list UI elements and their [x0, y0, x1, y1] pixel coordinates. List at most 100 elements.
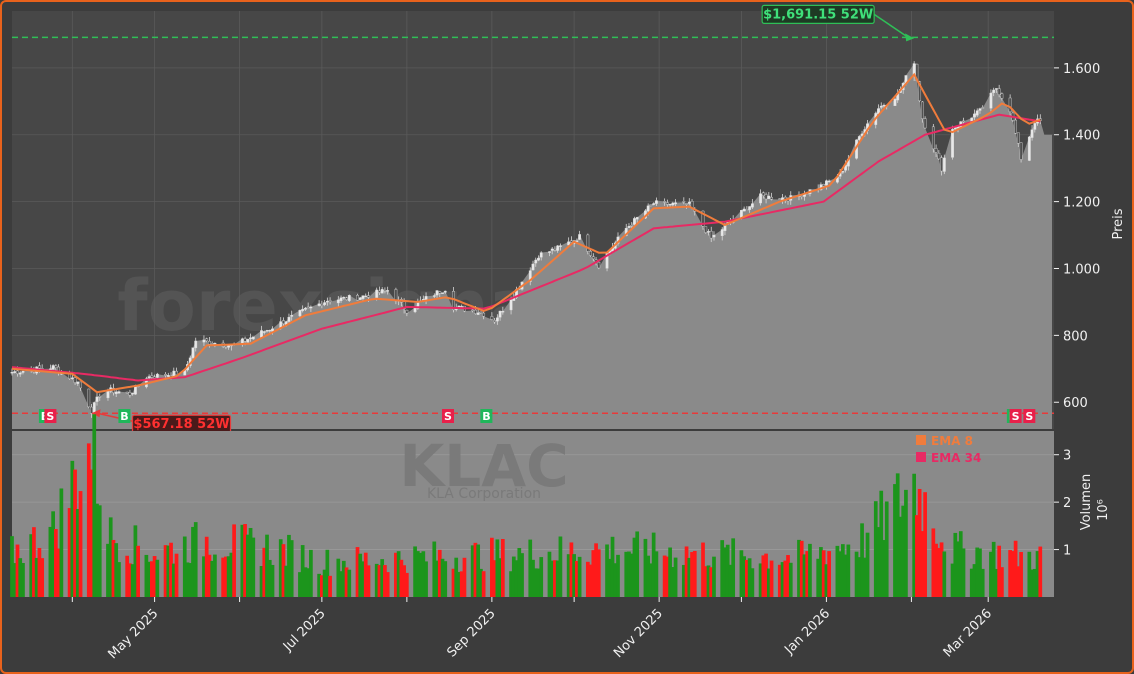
volume-bar [394, 552, 398, 597]
candle-body [194, 340, 198, 349]
volume-bar [366, 565, 371, 597]
candle-body [665, 202, 669, 205]
volume-bar [424, 561, 428, 597]
volume-bar [572, 554, 576, 597]
x-tick-label: Jul 2025 [280, 606, 329, 655]
volume-bar [934, 543, 938, 597]
candle-body [325, 300, 329, 303]
volume-bar [975, 547, 980, 597]
volume-bar [73, 469, 77, 597]
volume-bar [492, 560, 497, 597]
candle-body [347, 295, 351, 301]
volume-bar [95, 503, 99, 597]
volume-bar [185, 562, 190, 597]
candle-body [841, 171, 845, 173]
volume-bar [613, 563, 618, 597]
volume-bar [616, 554, 620, 597]
candle-body [663, 201, 667, 203]
volume-bar [171, 563, 176, 597]
candle-body [501, 311, 505, 313]
volume-bar [808, 543, 812, 597]
volume-bar [443, 561, 448, 597]
volume-bar [111, 539, 116, 597]
candle-body [923, 118, 927, 129]
signal-marker [1023, 409, 1036, 423]
volume-bar [991, 541, 996, 597]
volume-bar [788, 562, 793, 597]
candle-body [685, 203, 688, 205]
volume-bar [895, 473, 900, 597]
candle-body [559, 245, 562, 247]
volume-bar [681, 564, 686, 597]
volume-y-tick-label: 3 [1063, 449, 1071, 464]
candle-body [975, 110, 979, 116]
candle-body [567, 241, 571, 246]
signal-label: B [482, 410, 490, 423]
low-52w-label: $567.18 52W [133, 417, 229, 432]
price-y-tick-label: 1.600 [1063, 62, 1100, 77]
volume-bar [405, 572, 409, 597]
candle-body [970, 117, 974, 122]
candle-body [761, 192, 765, 196]
candle-body [282, 320, 285, 325]
volume-bar [764, 553, 768, 597]
volume-bar [309, 549, 313, 597]
candle-body [328, 300, 332, 302]
candle-body [435, 290, 439, 296]
candle-body [378, 290, 381, 293]
candle-body [978, 108, 982, 111]
candle-body [575, 240, 579, 242]
candle-body [630, 225, 634, 227]
volume-bar [865, 532, 870, 597]
signal-marker [118, 409, 131, 423]
candle-body [857, 136, 861, 141]
candle-body [356, 295, 359, 301]
candle-body [745, 209, 749, 211]
volume-bar [769, 560, 774, 597]
volume-bar [591, 550, 596, 597]
candle-body [918, 81, 922, 101]
candle-body [70, 377, 74, 380]
candle-body [79, 381, 82, 389]
volume-bar [78, 491, 83, 597]
volume-bar [12, 563, 17, 597]
candle-body [224, 345, 228, 348]
candle-body [323, 302, 326, 305]
candle-body [962, 120, 965, 123]
volume-bar [904, 489, 908, 597]
volume-bar [766, 568, 771, 597]
price-y-tick-label: 1.200 [1063, 196, 1100, 211]
candle-body [98, 396, 102, 398]
volume-bar [997, 545, 1002, 597]
volume-bar [267, 559, 272, 597]
volume-bar [915, 515, 919, 597]
volume-bar [882, 540, 886, 597]
candle-body [635, 217, 639, 220]
volume-bar [34, 557, 39, 597]
candle-body [309, 306, 313, 309]
candle-body [175, 370, 178, 375]
candle-body [1019, 142, 1023, 160]
volume-bar [358, 553, 363, 597]
volume-bar [470, 545, 475, 597]
candle-body [243, 338, 247, 342]
candle-body [668, 203, 672, 206]
candle-body [701, 210, 705, 227]
volume-bar [879, 490, 884, 597]
volume-bar [149, 561, 154, 597]
volume-bar [278, 539, 283, 597]
price-y-tick-label: 600 [1063, 396, 1088, 411]
price-area [12, 63, 1052, 429]
volume-bar [994, 568, 999, 597]
signal-marker [480, 409, 493, 423]
candle-body [361, 295, 365, 299]
volume-bar [86, 443, 91, 597]
x-tick-label: Nov 2025 [611, 606, 666, 661]
volume-bar [607, 558, 612, 597]
candle-body [537, 257, 540, 261]
volume-bar [182, 536, 187, 597]
volume-bar [413, 546, 417, 597]
volume-bar [802, 554, 807, 597]
candle-body [191, 347, 195, 358]
candle-body [73, 377, 77, 383]
